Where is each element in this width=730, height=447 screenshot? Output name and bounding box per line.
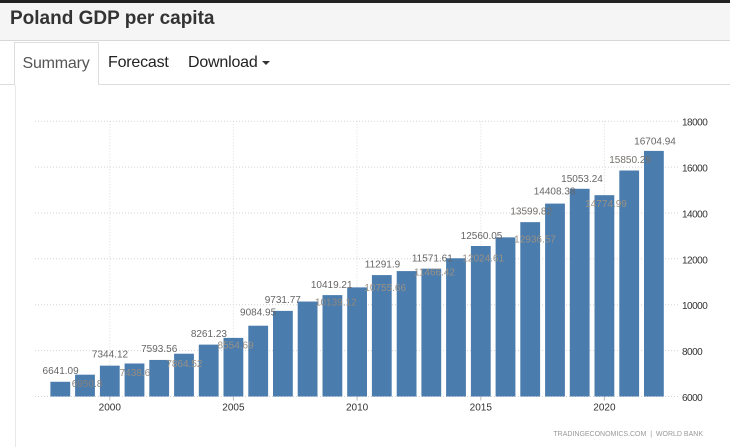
svg-text:2010: 2010 <box>346 403 369 414</box>
svg-text:12560.05: 12560.05 <box>461 231 503 242</box>
svg-text:16000: 16000 <box>682 164 708 175</box>
svg-text:10139.12: 10139.12 <box>315 297 357 308</box>
svg-text:12000: 12000 <box>682 255 708 266</box>
svg-text:2015: 2015 <box>470 403 493 414</box>
svg-text:10755.66: 10755.66 <box>364 283 406 294</box>
svg-text:9731.77: 9731.77 <box>265 295 302 306</box>
svg-text:9084.95: 9084.95 <box>240 308 277 319</box>
svg-text:13599.82: 13599.82 <box>510 206 552 217</box>
svg-text:10000: 10000 <box>682 301 708 312</box>
svg-text:8554.69: 8554.69 <box>218 340 255 351</box>
svg-text:15053.24: 15053.24 <box>561 174 603 185</box>
svg-text:2020: 2020 <box>593 403 616 414</box>
svg-text:12024.61: 12024.61 <box>462 254 504 265</box>
svg-text:15850.29: 15850.29 <box>609 155 651 166</box>
svg-text:8000: 8000 <box>682 347 703 358</box>
svg-text:7344.12: 7344.12 <box>92 350 129 361</box>
svg-text:8261.23: 8261.23 <box>191 329 228 340</box>
svg-text:6950.8: 6950.8 <box>72 379 103 390</box>
svg-text:TRADINGECONOMICS.COM | WORLD: TRADINGECONOMICS.COM | WORLD BANK <box>553 431 703 438</box>
svg-text:10419.21: 10419.21 <box>311 280 353 291</box>
svg-text:11571.61: 11571.61 <box>412 254 453 265</box>
svg-text:18000: 18000 <box>682 118 708 129</box>
svg-text:7864.52: 7864.52 <box>166 359 203 370</box>
svg-text:11466.42: 11466.42 <box>414 267 455 278</box>
svg-text:7438.6: 7438.6 <box>120 368 151 379</box>
svg-text:2000: 2000 <box>99 403 122 414</box>
svg-text:12936.57: 12936.57 <box>514 234 556 245</box>
svg-text:14408.38: 14408.38 <box>534 187 576 198</box>
svg-text:2005: 2005 <box>222 403 245 414</box>
svg-text:11291.9: 11291.9 <box>365 260 401 271</box>
svg-text:16704.94: 16704.94 <box>634 137 676 148</box>
svg-text:14774.99: 14774.99 <box>585 199 627 210</box>
svg-text:6641.09: 6641.09 <box>43 366 80 377</box>
svg-text:6000: 6000 <box>682 393 703 404</box>
svg-text:14000: 14000 <box>682 210 708 221</box>
svg-text:7593.56: 7593.56 <box>141 344 178 355</box>
